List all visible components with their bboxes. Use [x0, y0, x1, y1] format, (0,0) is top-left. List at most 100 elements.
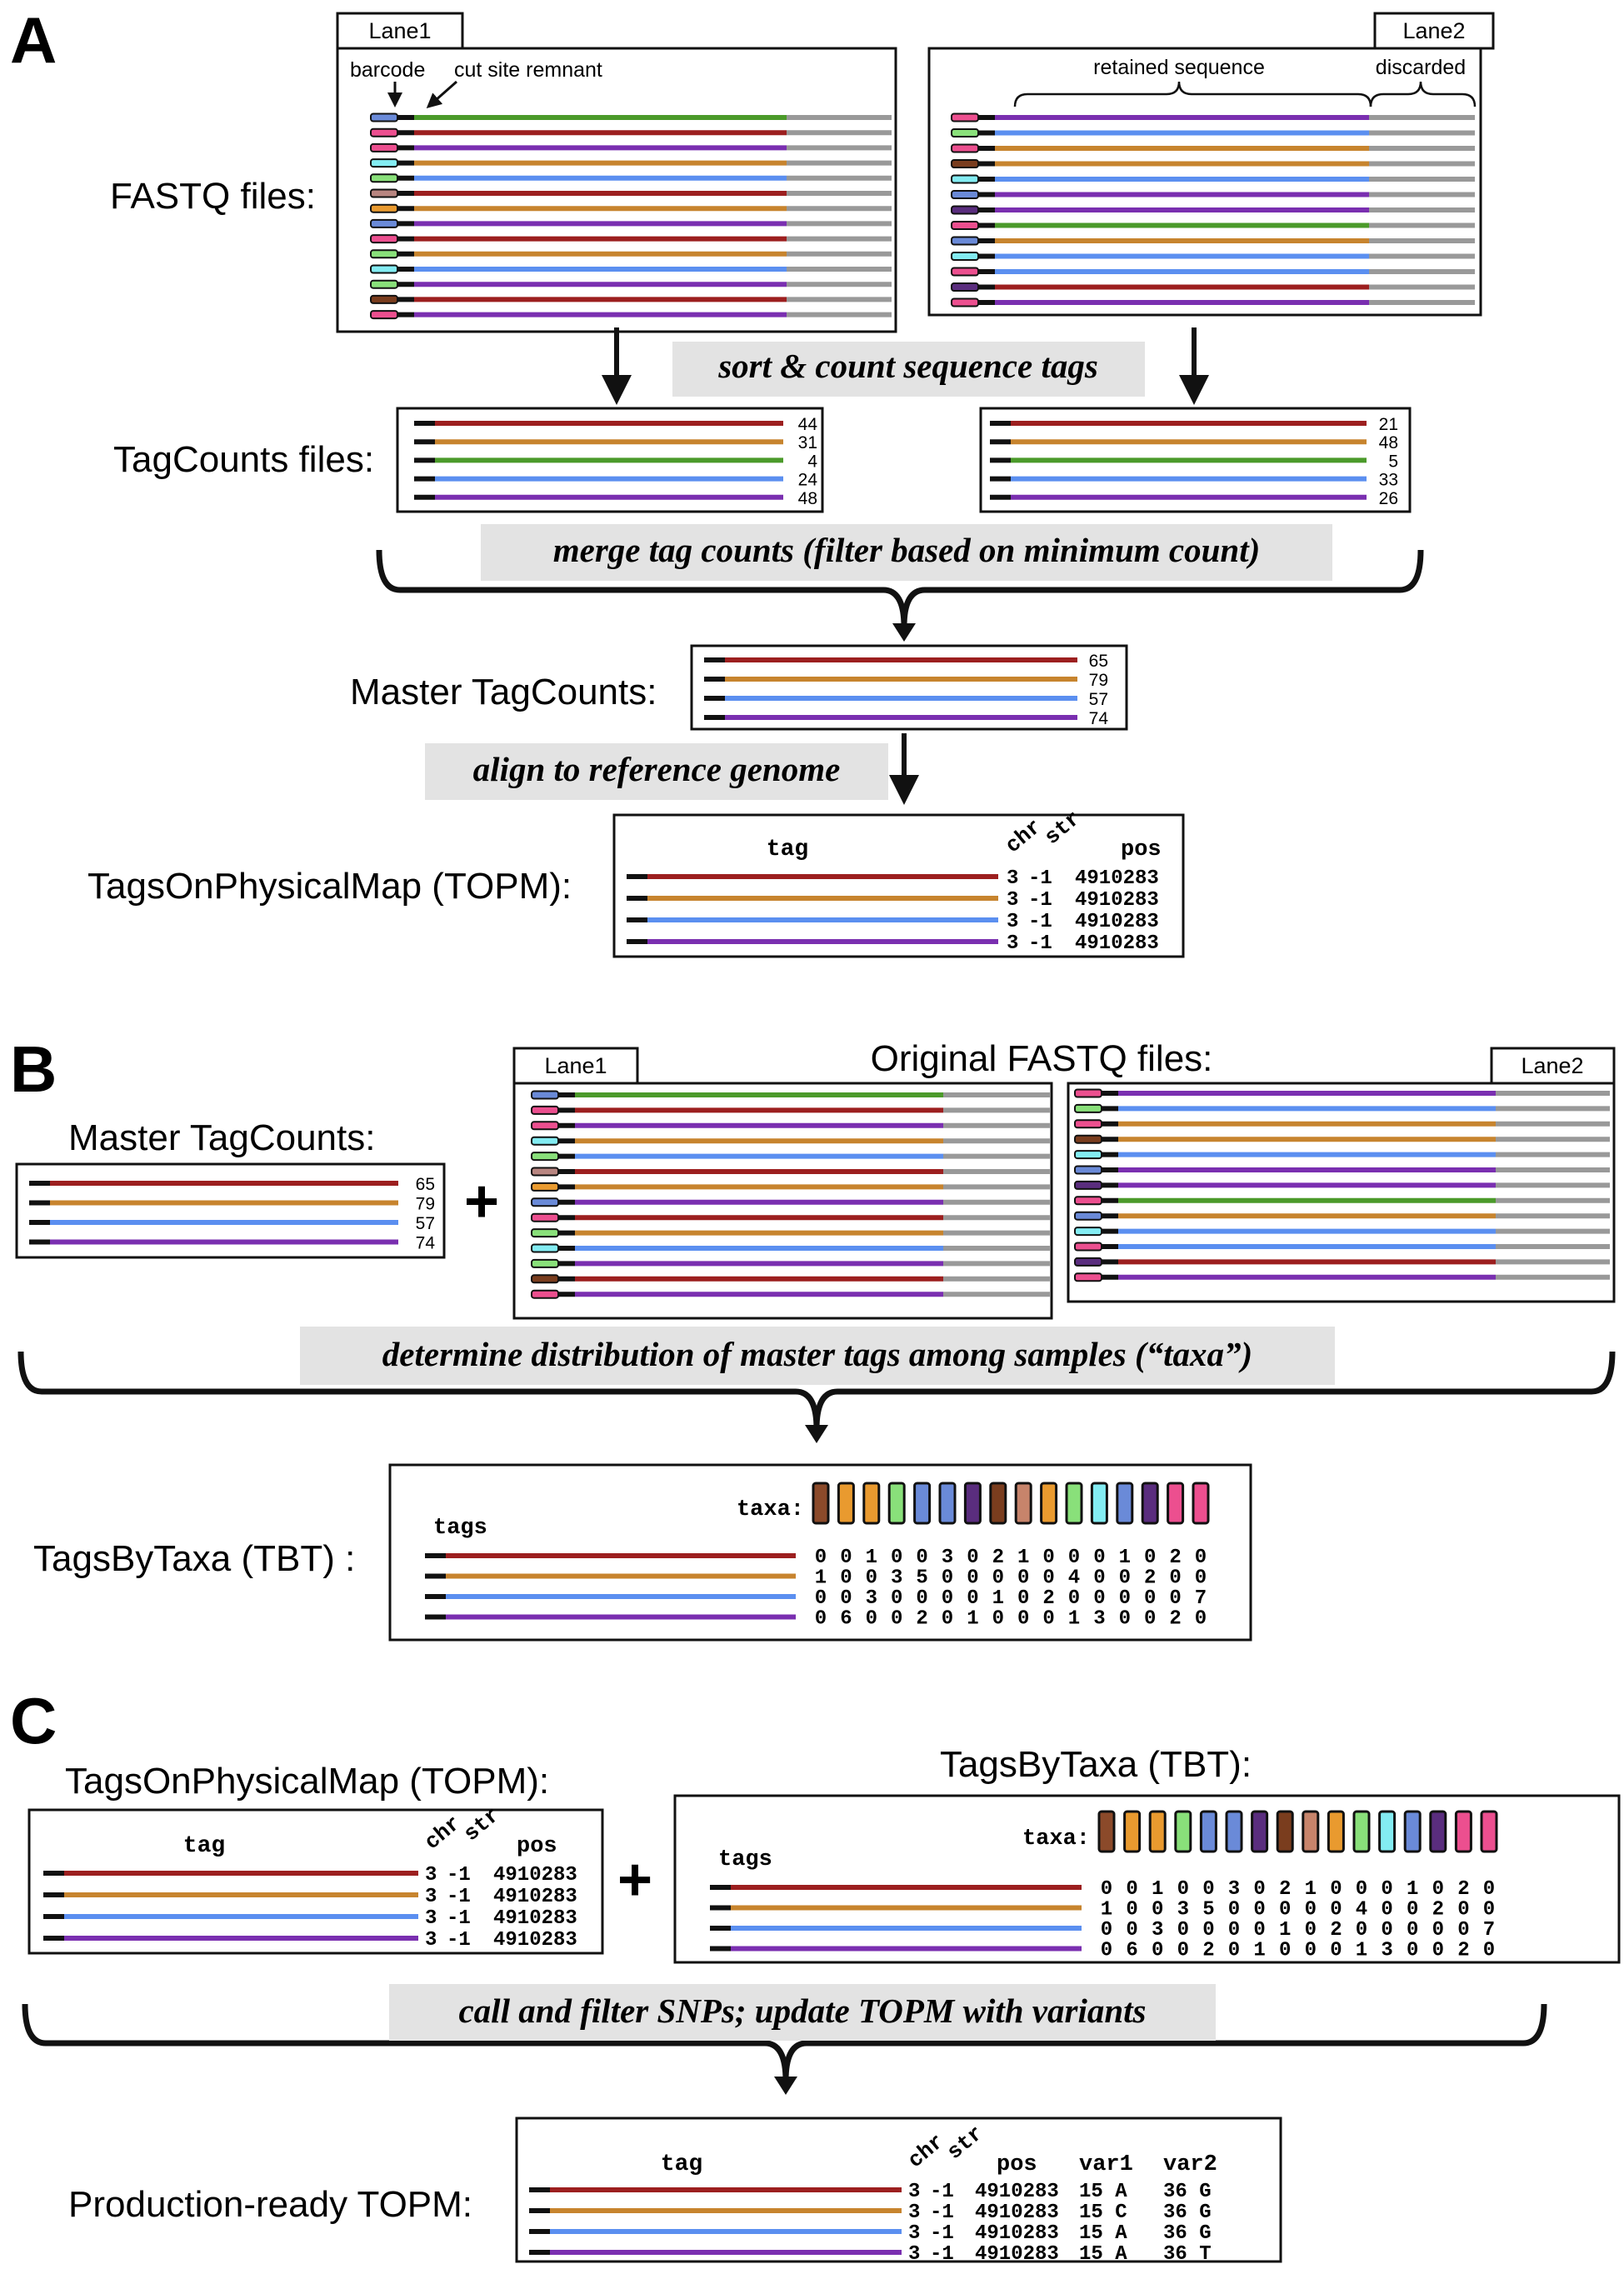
merge-arrowhead — [892, 623, 916, 642]
taxa-count: 1 — [1152, 1878, 1163, 1901]
taxa-count: 0 — [1305, 1899, 1317, 1922]
taxa-count: 0 — [1279, 1940, 1291, 1962]
cell-var1: 15 A — [1079, 2181, 1127, 2203]
taxa-count: 3 — [866, 1587, 877, 1610]
lane1-read-barcode — [370, 249, 398, 259]
taxa-count: 6 — [1126, 1940, 1137, 1962]
taxon-barcode — [1480, 1810, 1498, 1853]
topm-label-a: TagsOnPhysicalMap (TOPM): — [87, 866, 572, 907]
taxa-count: 0 — [1126, 1878, 1137, 1901]
tagcounts-files-label: TagCounts files: — [113, 439, 374, 480]
lane1-read-barcode — [370, 264, 398, 274]
taxa-count: 0 — [1177, 1940, 1189, 1962]
taxa-count: 1 — [992, 1587, 1004, 1610]
step-align: align to reference genome — [473, 750, 841, 788]
taxa-count: 0 — [1144, 1587, 1156, 1610]
taxa-count: 7 — [1483, 1919, 1495, 1942]
taxa-count: 4 — [1356, 1899, 1367, 1922]
cell-pos: 4910283 — [1075, 867, 1159, 890]
topm-box-a — [612, 813, 1185, 958]
step-snp: call and filter SNPs; update TOPM with v… — [458, 1992, 1146, 2030]
col-header-pos: pos — [997, 2152, 1037, 2177]
cell-chr: 3 — [425, 1864, 437, 1887]
taxa-count: 0 — [1093, 1567, 1105, 1590]
taxa-count: 0 — [1177, 1919, 1189, 1942]
taxa-count: 0 — [1195, 1567, 1207, 1590]
taxa-count: 0 — [840, 1587, 852, 1610]
cell-pos: 4910283 — [493, 1907, 577, 1930]
step-distribution: determine distribution of master tags am… — [382, 1335, 1252, 1373]
lane1-tab-b — [512, 1047, 639, 1085]
col-header-chr: chr — [903, 2129, 949, 2173]
lane1-tab — [336, 12, 464, 50]
col-header-chr: chr — [420, 1811, 466, 1855]
lane1-read-barcode — [370, 112, 398, 122]
taxa-count: 0 — [1432, 1919, 1444, 1942]
lane1-read-barcode — [531, 1167, 559, 1177]
lane2-read-barcode — [1074, 1180, 1102, 1190]
taxa-count: 0 — [815, 1547, 827, 1569]
lane2-fastq-box — [927, 47, 1482, 317]
lane2-reads — [951, 112, 1475, 307]
taxa-count: 3 — [1093, 1608, 1105, 1631]
cell-pos: 4910283 — [975, 2243, 1059, 2266]
taxon-barcode — [1429, 1810, 1447, 1853]
taxa-count: 0 — [1017, 1587, 1029, 1610]
lane1-fastq-box — [336, 47, 897, 333]
taxa-count: 1 — [866, 1547, 877, 1569]
col-header-chr: chr — [1001, 814, 1047, 858]
taxa-count: 0 — [1042, 1608, 1054, 1631]
lane1-fastq-box-b — [512, 1082, 1053, 1320]
taxon-barcode — [1014, 1482, 1032, 1525]
barcode-label: barcode — [350, 58, 425, 82]
taxa-count: 0 — [1177, 1878, 1189, 1901]
col-header-pos: pos — [517, 1834, 557, 1859]
taxon-barcode — [1065, 1482, 1083, 1525]
tbt-box-b — [388, 1463, 1252, 1642]
col-header-var2: var2 — [1163, 2152, 1217, 2177]
step-distribution-bg — [300, 1327, 1335, 1385]
taxon-barcode — [1141, 1482, 1159, 1525]
tag-count: 48 — [798, 489, 817, 508]
taxa-count: 0 — [1119, 1587, 1131, 1610]
taxa-count: 0 — [1202, 1919, 1214, 1942]
step-align-bg — [425, 743, 888, 800]
taxa-count: 0 — [1253, 1899, 1265, 1922]
discarded-brace — [1369, 81, 1477, 107]
cell-str: -1 — [447, 1864, 471, 1887]
lane2-label-b: Lane2 — [1521, 1053, 1583, 1078]
cell-chr: 3 — [425, 1886, 437, 1908]
cell-pos: 4910283 — [975, 2181, 1059, 2203]
cell-str: -1 — [1028, 911, 1052, 933]
lane1-label: Lane1 — [368, 18, 431, 43]
lane1-read-barcode — [531, 1136, 559, 1146]
cell-chr: 3 — [908, 2181, 920, 2203]
taxa-count: 2 — [1457, 1878, 1469, 1901]
cell-var2: 36 G — [1163, 2202, 1212, 2224]
cell-chr: 3 — [1007, 932, 1018, 955]
taxa-count: 0 — [942, 1587, 953, 1610]
taxa-count: 0 — [1330, 1899, 1342, 1922]
taxa-count: 0 — [1101, 1919, 1112, 1942]
cell-pos: 4910283 — [1075, 889, 1159, 912]
taxa-count: 7 — [1195, 1587, 1207, 1610]
lane2-tab-b — [1490, 1047, 1616, 1085]
step-merge: merge tag counts (filter based on minimu… — [553, 531, 1261, 569]
lane1-read-barcode — [531, 1152, 559, 1162]
col-header-var1: var1 — [1079, 2152, 1133, 2177]
cell-var1: 15 A — [1079, 2222, 1127, 2245]
taxa-count: 0 — [1093, 1547, 1105, 1569]
taxa-count: 2 — [1169, 1547, 1181, 1569]
cell-str: -1 — [930, 2222, 954, 2245]
taxa-count: 0 — [1253, 1878, 1265, 1901]
step-sort-count-bg — [672, 342, 1145, 397]
cell-pos: 4910283 — [1075, 911, 1159, 933]
taxa-count: 0 — [1228, 1940, 1240, 1962]
lane1-read-barcode — [370, 234, 398, 244]
tag-count: 24 — [798, 471, 818, 490]
lane2-read-barcode — [1074, 1272, 1102, 1282]
